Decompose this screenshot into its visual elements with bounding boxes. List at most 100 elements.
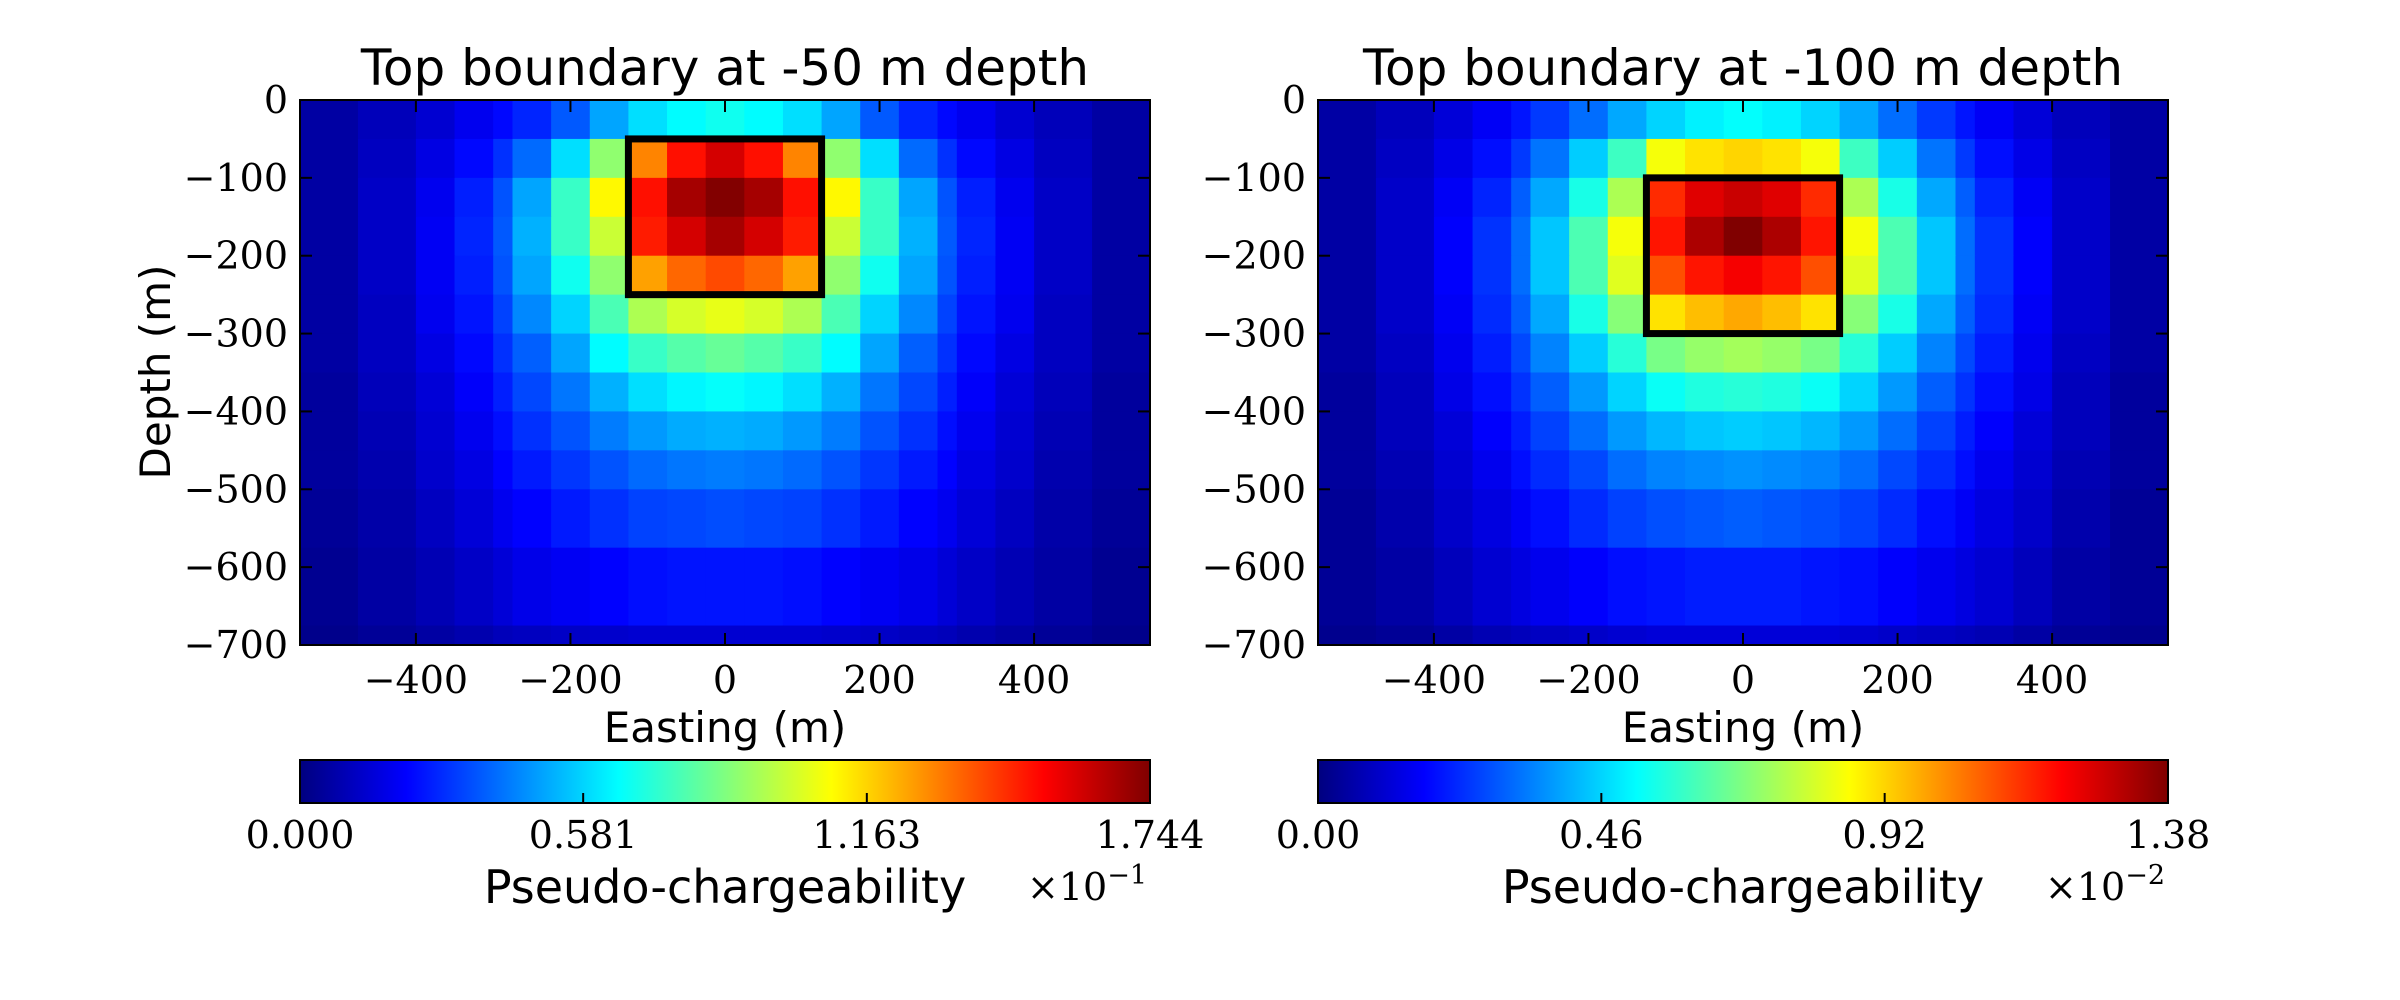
x-tick-label: −400 xyxy=(364,658,468,702)
heatmap-cell xyxy=(454,216,494,257)
heatmap-cell xyxy=(1955,489,1976,549)
colorbar-tick-label: 0.581 xyxy=(529,813,638,857)
heatmap-cell xyxy=(2013,411,2053,451)
heatmap-cell xyxy=(995,625,1035,646)
heatmap-cell xyxy=(2013,255,2053,296)
heatmap-cell xyxy=(1092,450,1151,490)
heatmap-cell xyxy=(1034,372,1093,413)
heatmap-cell xyxy=(1839,489,1879,549)
heatmap-cell xyxy=(956,138,997,179)
heatmap-cell xyxy=(1472,450,1512,490)
heatmap-cell xyxy=(1685,489,1725,549)
heatmap-cell xyxy=(454,294,494,335)
heatmap-cell xyxy=(2013,372,2053,413)
heatmap-cell xyxy=(744,177,784,218)
heatmap-cell xyxy=(1974,625,2015,646)
heatmap-cell xyxy=(1472,547,1512,627)
heatmap-cell xyxy=(1916,216,1957,257)
heatmap-cell xyxy=(1800,411,1841,451)
heatmap-cell xyxy=(667,489,707,549)
heatmap-cell xyxy=(300,100,359,140)
heatmap-cell xyxy=(1530,100,1570,140)
heatmap-cell xyxy=(1723,294,1763,335)
heatmap-cell xyxy=(1034,100,1093,140)
heatmap-cell xyxy=(995,138,1035,179)
heatmap-cell xyxy=(2013,294,2053,335)
heatmap-cell xyxy=(1318,177,1377,218)
heatmap-cell xyxy=(956,216,997,257)
heatmap-cell xyxy=(937,547,958,627)
heatmap-cell xyxy=(589,411,630,451)
heatmap-cell xyxy=(589,100,630,140)
heatmap-cell xyxy=(860,372,900,413)
heatmap-cell xyxy=(821,625,861,646)
heatmap-cell xyxy=(937,255,958,296)
heatmap-cell xyxy=(1318,255,1377,296)
heatmap-cell xyxy=(1646,255,1686,296)
heatmap-cell xyxy=(493,489,514,549)
heatmap-cell xyxy=(995,489,1035,549)
heatmap-cell xyxy=(1607,177,1648,218)
heatmap-cell xyxy=(589,333,630,374)
heatmap-cell xyxy=(1685,216,1725,257)
heatmap-cell xyxy=(2052,547,2111,627)
heatmap-cell xyxy=(782,216,823,257)
heatmap-cell xyxy=(1472,255,1512,296)
heatmap-cell xyxy=(1800,177,1841,218)
heatmap-cell xyxy=(1685,450,1725,490)
heatmap-cell xyxy=(937,177,958,218)
heatmap-cell xyxy=(1974,100,2015,140)
heatmap-cell xyxy=(1607,625,1648,646)
heatmap-cell xyxy=(357,489,417,549)
heatmap-cell xyxy=(937,138,958,179)
heatmap-cell xyxy=(898,216,939,257)
heatmap-cell xyxy=(1974,216,2015,257)
heatmap-cell xyxy=(667,450,707,490)
block-outline xyxy=(624,135,826,299)
heatmap-cell xyxy=(956,450,997,490)
heatmap-cell xyxy=(744,372,784,413)
heatmap-cell xyxy=(1646,489,1686,549)
heatmap-cell xyxy=(995,177,1035,218)
heatmap-cell xyxy=(1800,294,1841,335)
heatmap-cell xyxy=(1375,372,1435,413)
heatmap-cell xyxy=(1034,489,1093,549)
heatmap-cell xyxy=(1800,100,1841,140)
heatmap-cell xyxy=(1955,177,1976,218)
heatmap-cell xyxy=(300,294,359,335)
heatmap-cell xyxy=(589,255,630,296)
heatmap-cell xyxy=(956,294,997,335)
heatmap-cell xyxy=(357,100,417,140)
heatmap-cell xyxy=(1762,489,1802,549)
heatmap-cell xyxy=(1646,547,1686,627)
heatmap-cells xyxy=(300,100,1151,646)
heatmap-cell xyxy=(937,489,958,549)
x-tick-label: 400 xyxy=(2016,658,2089,702)
heatmap-cell xyxy=(1762,255,1802,296)
heatmap-cell xyxy=(1511,547,1532,627)
heatmap-cell xyxy=(898,255,939,296)
heatmap-cell xyxy=(1607,372,1648,413)
heatmap-cell xyxy=(860,547,900,627)
heatmap-cell xyxy=(589,294,630,335)
heatmap-cell xyxy=(1646,372,1686,413)
heatmap-cell xyxy=(1723,547,1763,627)
heatmap-cell xyxy=(2013,216,2053,257)
heatmap-cell xyxy=(1685,138,1725,179)
heatmap-cell xyxy=(898,489,939,549)
heatmap-cell xyxy=(300,450,359,490)
heatmap-cell xyxy=(782,333,823,374)
heatmap-cell xyxy=(2052,625,2111,646)
heatmap-cell xyxy=(1723,372,1763,413)
heatmap-cell xyxy=(744,294,784,335)
chart-title: Top boundary at -50 m depth xyxy=(360,39,1089,97)
heatmap-cell xyxy=(454,547,494,627)
heatmap-cell xyxy=(1878,489,1918,549)
heatmap-cell xyxy=(512,138,552,179)
heatmap-cell xyxy=(1092,294,1151,335)
heatmap-cell xyxy=(937,372,958,413)
heatmap-cell xyxy=(1723,138,1763,179)
heatmap-cell xyxy=(2052,372,2111,413)
heatmap-cell xyxy=(493,294,514,335)
heatmap-cell xyxy=(1092,489,1151,549)
